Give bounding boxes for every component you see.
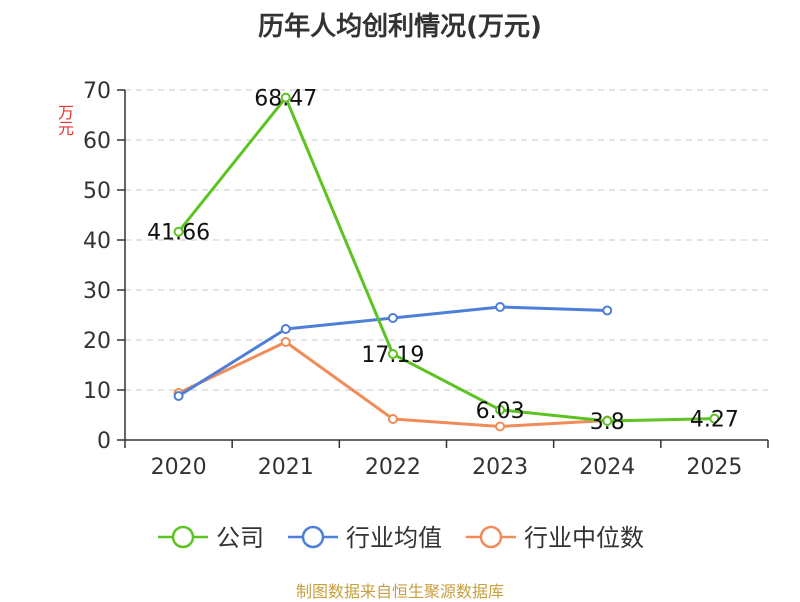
- y-tick-label: 40: [83, 229, 111, 254]
- legend-label: 行业中位数: [524, 524, 644, 552]
- data-point: [173, 226, 184, 237]
- data-label: 4.27: [690, 408, 739, 433]
- axes: 0 10 20 30 40 50 60 70 2020 2021 2022 2023 2024 2025: [83, 79, 769, 480]
- data-point: [495, 421, 506, 432]
- legend-label: 公司: [216, 524, 264, 552]
- data-point: [495, 302, 506, 312]
- legend-swatch-marker: [301, 525, 325, 549]
- x-tick-label: 2025: [686, 455, 742, 480]
- data-point: [387, 349, 398, 360]
- data-point: [602, 416, 613, 426]
- x-tick-label: 2024: [579, 455, 635, 480]
- data-point: [709, 413, 720, 424]
- data-label: 6.03: [476, 399, 525, 424]
- x-tick-label: 2020: [151, 455, 207, 480]
- y-axis-label: 万元: [55, 104, 74, 136]
- data-point: [173, 391, 184, 401]
- data-label: 3.8: [590, 410, 625, 435]
- series-lines: [173, 92, 720, 432]
- data-point: [280, 92, 291, 103]
- y-tick-label: 20: [83, 329, 111, 354]
- data-label: 68.47: [254, 87, 317, 112]
- data-labels: 41.66 68.47 17.19 6.03 3.8 4.27: [147, 87, 739, 435]
- y-tick-label: 30: [83, 279, 111, 304]
- y-tick-label: 50: [83, 179, 111, 204]
- data-point: [602, 305, 613, 316]
- data-point: [387, 414, 398, 424]
- data-point: [387, 313, 398, 323]
- series-line: [177, 96, 715, 423]
- legend-label: 行业均值: [346, 524, 442, 552]
- x-tick-label: 2021: [258, 455, 314, 480]
- y-tick-label: 10: [83, 379, 111, 404]
- data-label: 17.19: [361, 343, 424, 368]
- data-label: 41.66: [147, 221, 210, 246]
- legend-swatch-marker: [479, 525, 503, 549]
- data-point: [495, 404, 506, 415]
- chart-title: 历年人均创利情况(万元): [258, 12, 542, 42]
- legend-swatch-marker: [171, 525, 195, 549]
- y-tick-label: 0: [97, 429, 111, 454]
- data-point: [280, 337, 291, 347]
- legend: 公司 行业均值 行业中位数: [158, 524, 644, 552]
- x-tick-label: 2022: [365, 455, 421, 480]
- data-point: [280, 324, 291, 334]
- grid-lines: [125, 89, 768, 391]
- x-tick-label: 2023: [472, 455, 528, 480]
- source-note: 制图数据来自恒生聚源数据库: [295, 582, 504, 601]
- y-tick-label: 70: [83, 79, 111, 104]
- y-tick-label: 60: [83, 129, 111, 154]
